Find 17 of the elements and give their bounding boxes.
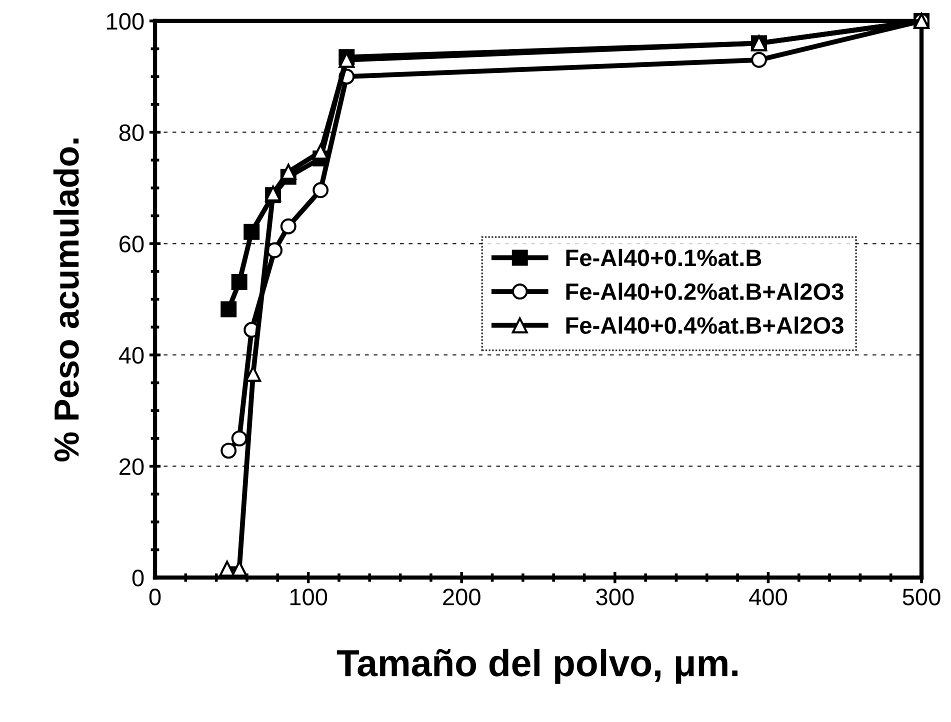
y-tick-label: 20 (120, 458, 144, 476)
legend-label: Fe-Al40+0.2%at.B+Al2O3 (566, 282, 844, 300)
y-tick-label: 40 (118, 347, 144, 364)
x-tick-label: 400 (749, 588, 787, 606)
legend-label: Fe-Al40+0.1%at.B (566, 248, 762, 266)
x-tick-label: 300 (596, 588, 634, 606)
x-tick-label: 100 (290, 588, 328, 606)
x-axis-title: Tamaño del polvo, μm. (336, 648, 738, 684)
x-tick-label: 0 (149, 588, 161, 606)
y-tick-label: 60 (120, 236, 144, 252)
x-tick-label: 200 (443, 588, 480, 606)
y-axis-title: % Peso acumulado. (53, 138, 79, 462)
x-tick-label: 500 (902, 588, 940, 606)
y-tick-label: 100 (107, 13, 144, 30)
legend-label: Fe-Al40+0.4%at.B+Al2O3 (566, 316, 844, 334)
y-tick-label: 80 (119, 124, 144, 142)
y-tick-label: 0 (132, 570, 144, 586)
